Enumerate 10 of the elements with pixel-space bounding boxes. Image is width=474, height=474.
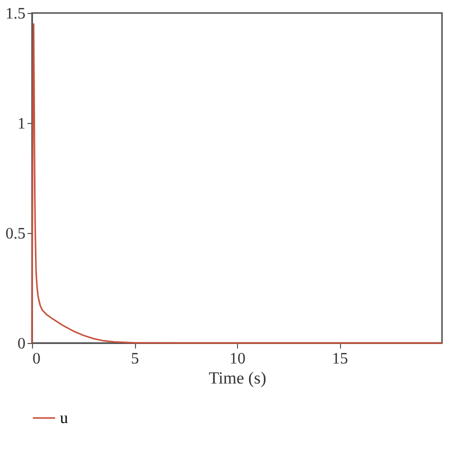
x-axis-title: Time (s)	[208, 368, 266, 388]
x-tick-label: 0	[32, 350, 40, 368]
y-tick-label: 0.5	[6, 226, 26, 242]
y-tick-label: 1.5	[6, 6, 26, 22]
legend-label: u	[60, 410, 68, 427]
y-tick-label: 1	[18, 116, 26, 132]
x-tick-label: 10	[230, 350, 246, 368]
x-tick-label: 5	[131, 350, 139, 368]
y-tick-label: 0	[18, 336, 26, 352]
x-tick-label: 15	[332, 350, 348, 368]
